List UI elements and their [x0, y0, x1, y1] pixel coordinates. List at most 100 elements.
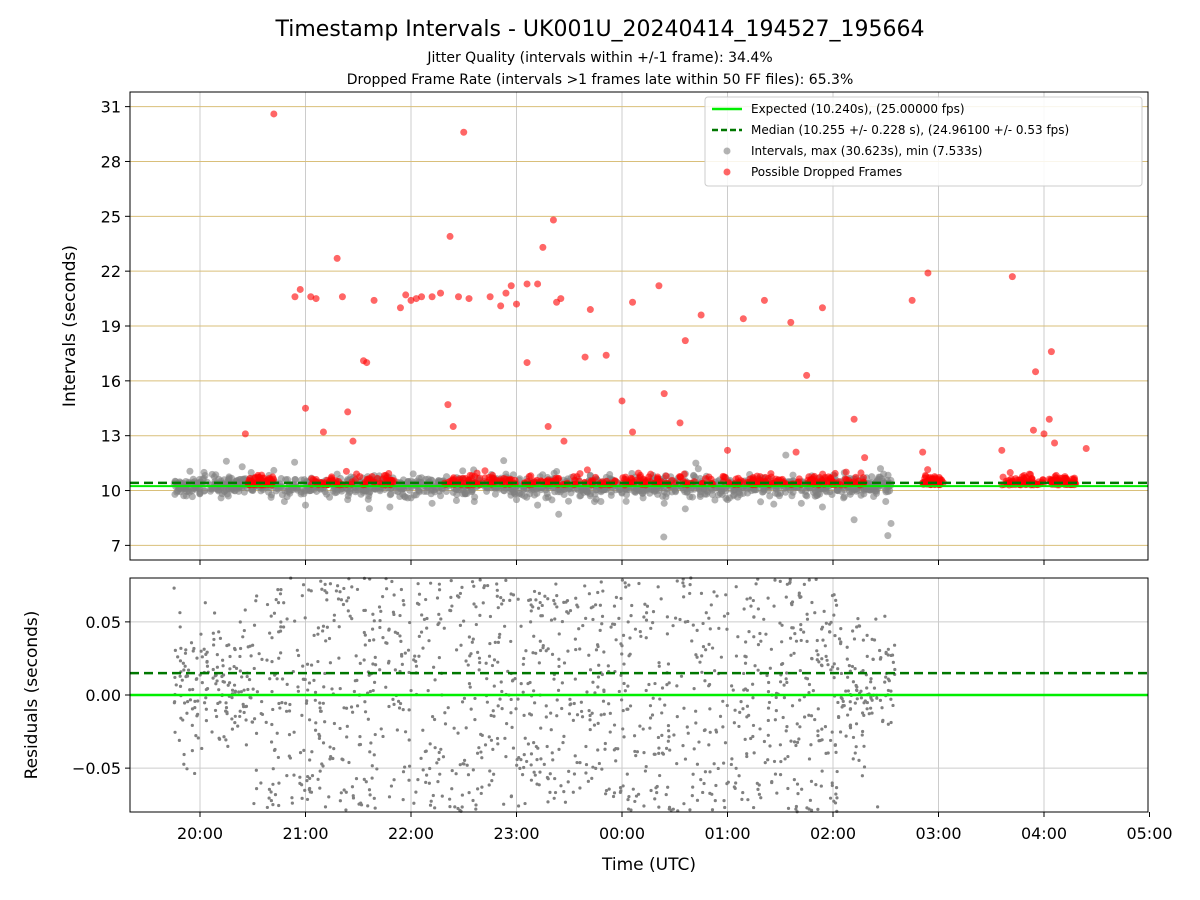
interval-point — [809, 488, 817, 496]
residual-point — [836, 715, 841, 719]
residual-point — [657, 805, 661, 809]
residual-point — [628, 636, 632, 640]
dropped-point — [496, 476, 504, 484]
residual-point — [683, 757, 688, 761]
residual-point — [685, 725, 689, 729]
residual-point — [521, 690, 525, 694]
residual-point — [799, 595, 803, 599]
residual-point — [325, 598, 329, 602]
residual-point — [346, 609, 350, 613]
residual-point — [734, 654, 739, 658]
residual-point — [823, 724, 828, 729]
residual-point — [633, 627, 638, 631]
residual-point — [372, 753, 376, 757]
residual-point — [495, 588, 499, 592]
residual-point — [408, 620, 412, 625]
residual-point — [671, 807, 675, 811]
residual-point — [487, 654, 492, 658]
residual-point — [816, 653, 820, 657]
residual-point — [243, 608, 247, 612]
residual-point — [496, 704, 500, 708]
residual-point — [310, 774, 315, 778]
dropped-point — [1061, 473, 1069, 481]
dropped-point — [412, 295, 420, 303]
residual-point — [509, 592, 513, 596]
residual-point — [443, 711, 447, 715]
residual-point — [228, 667, 232, 671]
residual-point — [612, 604, 617, 608]
residual-point — [759, 639, 763, 643]
interval-point — [789, 471, 797, 479]
dropped-point — [725, 479, 733, 487]
residual-point — [492, 714, 496, 718]
residual-point — [766, 733, 770, 737]
interval-point — [212, 471, 220, 479]
residual-point — [553, 790, 558, 795]
residual-point — [508, 598, 512, 603]
residual-point — [536, 606, 541, 610]
residual-point — [458, 763, 462, 767]
residual-point — [241, 702, 245, 706]
residual-point — [218, 636, 223, 640]
residual-point — [838, 730, 843, 734]
residual-point — [798, 668, 802, 673]
residual-point — [816, 707, 820, 711]
residual-point — [581, 623, 585, 628]
residual-point — [270, 660, 274, 664]
residual-point — [287, 732, 292, 737]
residual-point — [534, 598, 538, 602]
residual-point — [831, 665, 835, 669]
residual-point — [188, 698, 193, 702]
residual-point — [471, 768, 475, 772]
residual-point — [550, 751, 554, 755]
residual-point — [537, 591, 541, 595]
residual-point — [380, 594, 385, 599]
residual-point — [440, 794, 444, 798]
residual-point — [678, 617, 682, 622]
residual-point — [387, 628, 391, 632]
residual-point — [751, 598, 755, 603]
residual-point — [768, 666, 772, 670]
residual-point — [741, 790, 745, 795]
interval-point — [622, 497, 630, 505]
residual-point — [398, 634, 402, 638]
residual-point — [491, 747, 495, 751]
residual-point — [781, 715, 785, 720]
residual-point — [476, 650, 480, 654]
residual-point — [715, 594, 719, 598]
residual-point — [193, 699, 197, 703]
residual-point — [560, 619, 564, 624]
residual-point — [301, 583, 306, 587]
residual-point — [468, 685, 472, 689]
residual-point — [593, 603, 598, 607]
residual-point — [491, 709, 495, 713]
residual-point — [539, 726, 543, 730]
interval-point — [386, 503, 394, 511]
residual-point — [861, 729, 865, 734]
residual-point — [296, 689, 300, 693]
residual-point — [675, 684, 679, 688]
residual-point — [387, 659, 391, 663]
residual-point — [644, 618, 649, 622]
residual-point — [807, 807, 811, 811]
residual-point — [637, 581, 641, 586]
residual-point — [788, 578, 792, 582]
residual-point — [230, 717, 234, 721]
legend-box — [704, 96, 1143, 187]
residual-point — [833, 743, 838, 747]
residual-point — [317, 736, 321, 741]
residual-point — [794, 743, 798, 748]
residual-point — [215, 665, 219, 669]
residual-point — [820, 664, 824, 668]
xtick-label-9: 05:00 — [1126, 824, 1172, 843]
residual-point — [435, 596, 440, 600]
residual-point — [852, 637, 857, 641]
residual-point — [691, 785, 695, 789]
residual-point — [865, 654, 869, 658]
residual-point — [363, 633, 367, 637]
residual-point — [493, 640, 497, 644]
interval-point — [840, 494, 848, 502]
residual-point — [766, 706, 771, 710]
residual-point — [648, 716, 653, 720]
residual-point — [830, 781, 834, 785]
